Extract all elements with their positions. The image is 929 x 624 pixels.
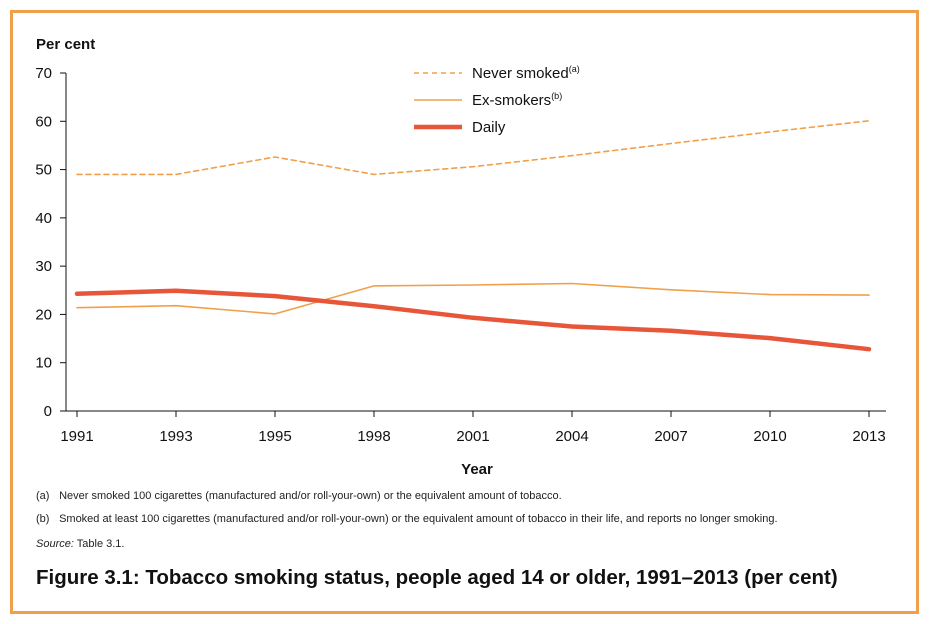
source-label: Source:: [36, 538, 74, 550]
x-tick-label: 2007: [654, 428, 687, 445]
x-tick-label: 1998: [357, 428, 390, 445]
x-tick-label: 2001: [456, 428, 489, 445]
x-tick-label: 2010: [753, 428, 786, 445]
figure-caption: Figure 3.1: Tobacco smoking status, peop…: [36, 566, 838, 589]
x-tick-label: 1995: [258, 428, 291, 445]
source-note: Source: Table 3.1.: [36, 538, 124, 550]
y-tick-label: 30: [35, 258, 52, 275]
legend-label-never-smoked: Never smoked(a): [472, 64, 580, 82]
legend-label-ex-smokers: Ex-smokers(b): [472, 91, 562, 109]
footnote-a: (a) Never smoked 100 cigarettes (manufac…: [36, 490, 562, 502]
series-line-ex-smokers: [76, 282, 870, 315]
series-line-daily: [74, 288, 872, 352]
x-tick-label: 1993: [159, 428, 192, 445]
y-tick-label: 70: [35, 65, 52, 82]
y-tick-label: 0: [44, 403, 52, 420]
y-tick-label: 50: [35, 162, 52, 179]
y-tick-label: 10: [35, 355, 52, 372]
legend-superscript: (a): [569, 64, 580, 74]
figure-frame: [10, 10, 919, 614]
y-tick-label: 60: [35, 113, 52, 130]
footnote-b-label: (b): [36, 513, 50, 525]
footnote-a-text: Never smoked 100 cigarettes (manufacture…: [59, 490, 562, 502]
legend-label-daily: Daily: [472, 119, 506, 136]
y-axis-title: Per cent: [36, 36, 95, 53]
footnote-b: (b) Smoked at least 100 cigarettes (manu…: [36, 513, 778, 525]
y-tick-label: 40: [35, 210, 52, 227]
x-tick-label: 1991: [60, 428, 93, 445]
x-tick-label: 2004: [555, 428, 588, 445]
x-axis-title: Year: [461, 461, 493, 478]
series-layer: [74, 120, 872, 352]
legend: Never smoked(a) Ex-smokers(b) Daily: [414, 64, 580, 136]
source-text: Table 3.1.: [73, 538, 125, 550]
axes: 0 10 20 30 40 50 60 70 1991 1993 1995 1998 2001 2004 2…: [35, 36, 886, 478]
x-tick-label: 2013: [852, 428, 885, 445]
footnote-b-text: Smoked at least 100 cigarettes (manufact…: [59, 513, 778, 525]
footnote-a-label: (a): [36, 490, 50, 502]
y-tick-label: 20: [35, 306, 52, 323]
legend-superscript: (b): [551, 91, 562, 101]
series-line-never-smoked: [76, 120, 870, 176]
